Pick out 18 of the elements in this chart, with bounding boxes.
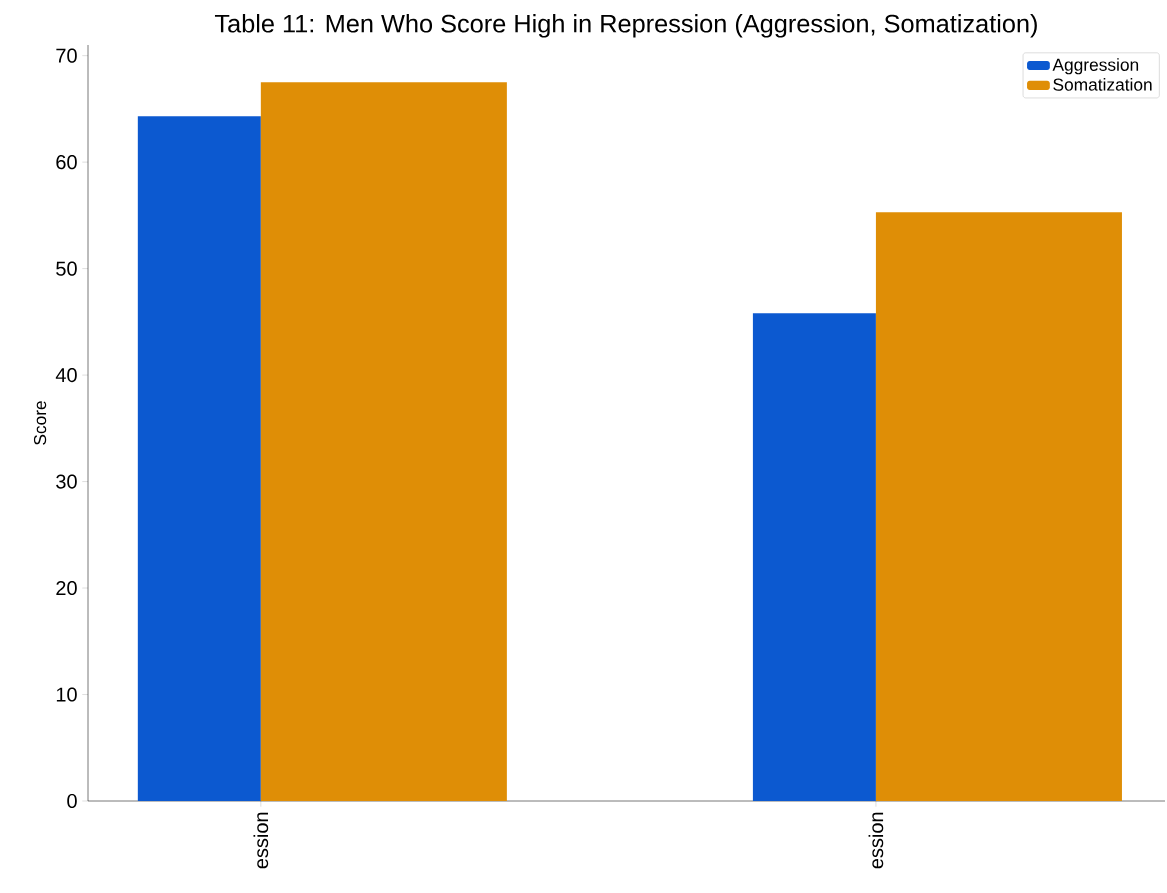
y-axis-title: Score bbox=[33, 401, 47, 445]
bar bbox=[875, 212, 1122, 801]
x-tick-label: ession bbox=[868, 812, 884, 869]
y-tick-label: 50 bbox=[56, 261, 77, 276]
y-tick-label: 70 bbox=[56, 48, 77, 63]
legend-label: Aggression bbox=[1052, 58, 1139, 75]
y-tick-label: 10 bbox=[56, 687, 77, 702]
chart-title: Table 11: Men Who Score High in Repression (Aggression, Somatization) bbox=[214, 14, 1037, 38]
bar bbox=[260, 82, 507, 801]
y-tick-label: 30 bbox=[56, 474, 77, 489]
bar bbox=[137, 116, 261, 801]
y-tick-label: 60 bbox=[56, 155, 77, 170]
y-tick-label: 0 bbox=[67, 793, 77, 809]
x-tick-label: ession bbox=[253, 812, 269, 869]
y-tick-label: 40 bbox=[55, 368, 77, 383]
bar bbox=[752, 313, 876, 801]
legend-label: Somatization bbox=[1053, 78, 1152, 91]
y-tick-label: 20 bbox=[56, 580, 77, 596]
